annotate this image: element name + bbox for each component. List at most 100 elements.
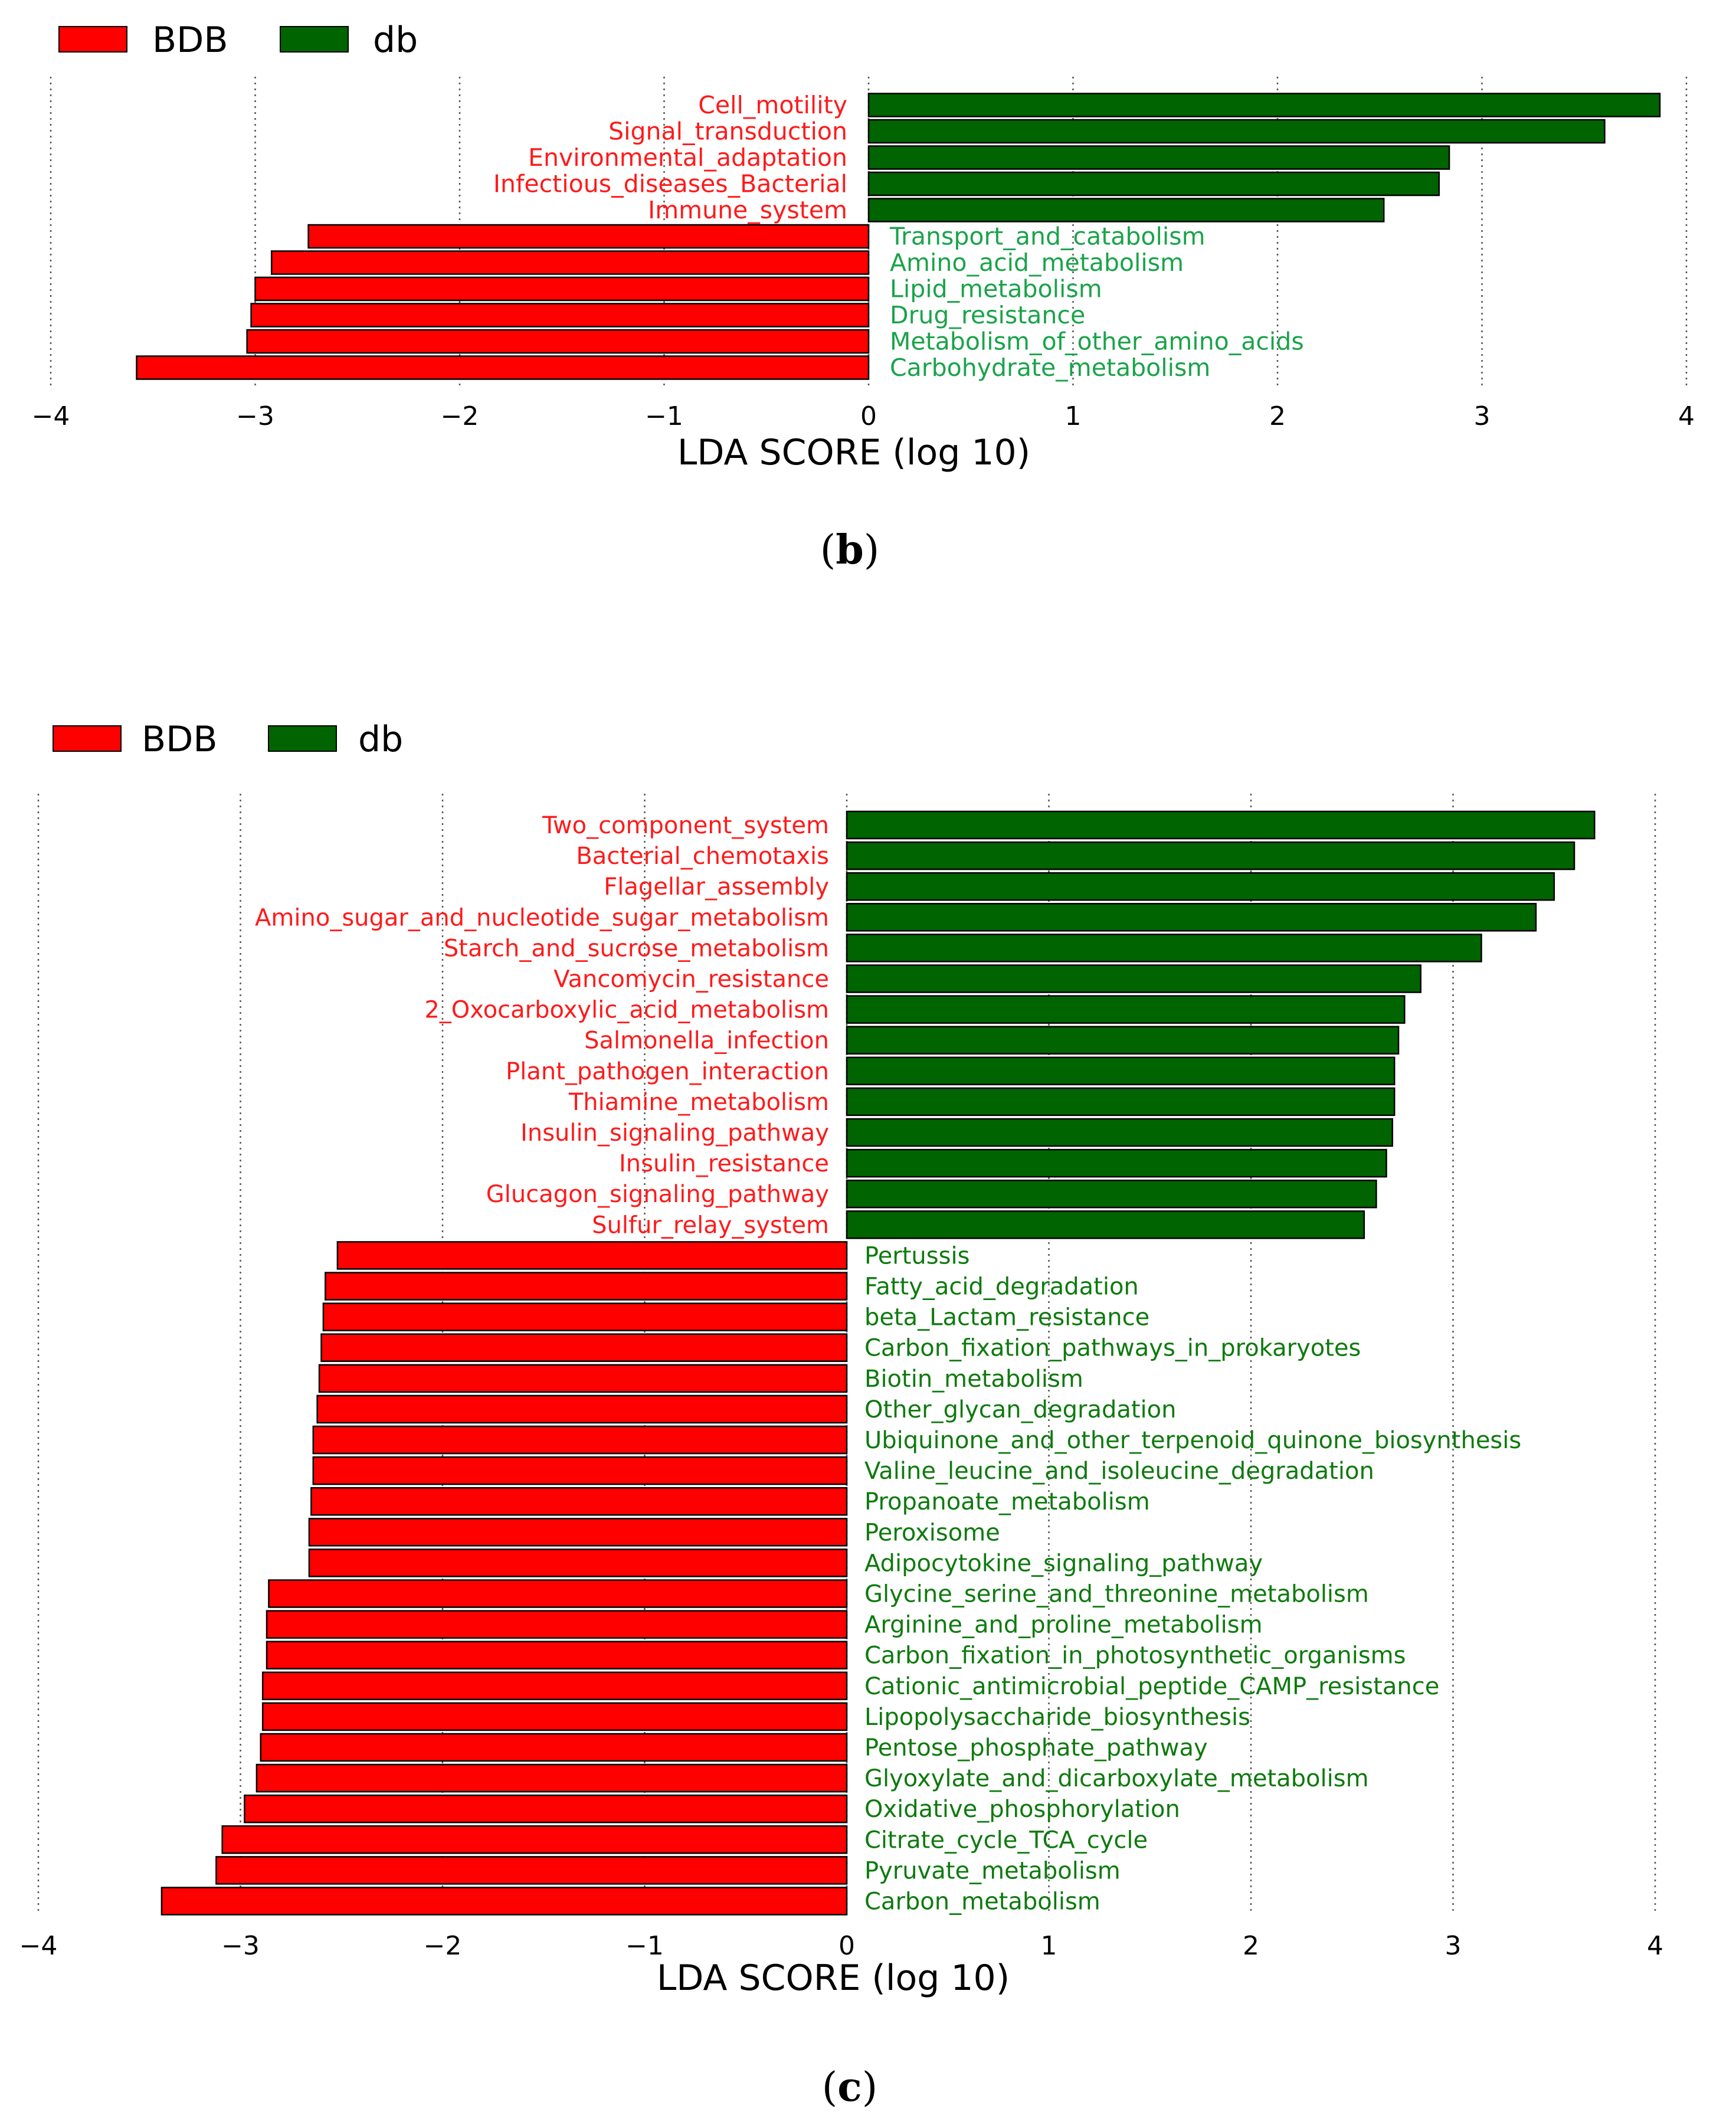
bar-label-c-Thiamine_metabolism: Thiamine_metabolism bbox=[568, 1089, 829, 1116]
bar-c-Insulin_resistance bbox=[846, 1148, 1387, 1178]
bar-label-c-Ubiquinone_and_other_terpenoid_quinone_biosynthesis: Ubiquinone_and_other_terpenoid_quinone_b… bbox=[864, 1427, 1521, 1454]
bar-b-Transport_and_catabolism bbox=[307, 224, 870, 249]
legend-b-bdb-label: BDB bbox=[152, 19, 228, 61]
bar-label-b-Infectious_diseases_Bacterial: Infectious_diseases_Bacterial bbox=[493, 170, 847, 198]
x-axis-title-c: LDA SCORE (log 10) bbox=[657, 1957, 1010, 1999]
bar-label-c-Carbon_fixation_pathways_in_prokaryotes: Carbon_fixation_pathways_in_prokaryotes bbox=[864, 1335, 1361, 1362]
bar-label-c-Plant_pathogen_interaction: Plant_pathogen_interaction bbox=[506, 1058, 829, 1085]
bar-labels-c: Two_component_system Bacterial_chemotaxis… bbox=[255, 812, 1521, 1916]
x-tick-label-c-6: 2 bbox=[1243, 1931, 1259, 1961]
legend-b-db-label: db bbox=[373, 19, 418, 61]
legend-c-bdb-swatch bbox=[53, 725, 122, 752]
bar-label-b-Immune_system: Immune_system bbox=[648, 196, 847, 224]
legend-c-db-label: db bbox=[358, 719, 403, 760]
x-tick-label-c-4: 0 bbox=[838, 1931, 855, 1961]
bar-label-c-Starch_and_sucrose_metabolism: Starch_and_sucrose_metabolism bbox=[444, 935, 829, 962]
bar-label-b-Lipid_metabolism: Lipid_metabolism bbox=[890, 275, 1102, 303]
bar-c-Glucagon_signaling_pathway bbox=[846, 1179, 1377, 1209]
bar-c-Glycine_serine_and_threonine_metabolism bbox=[268, 1579, 848, 1608]
bar-label-b-Cell_motility: Cell_motility bbox=[698, 91, 847, 119]
bar-c-Two_component_system bbox=[846, 810, 1596, 840]
bar-c-Starch_and_sucrose_metabolism bbox=[846, 934, 1482, 962]
bar-label-c-Lipopolysaccharide_biosynthesis: Lipopolysaccharide_biosynthesis bbox=[864, 1704, 1250, 1731]
bar-label-c-Two_component_system: Two_component_system bbox=[542, 812, 829, 839]
bar-c-Biotin_metabolism bbox=[318, 1364, 848, 1393]
bar-b-Infectious_diseases_Bacterial bbox=[867, 171, 1440, 197]
x-tick-label-c-2: −2 bbox=[424, 1931, 462, 1961]
bar-label-c-Insulin_resistance: Insulin_resistance bbox=[619, 1150, 829, 1177]
bar-label-b-Drug_resistance: Drug_resistance bbox=[890, 301, 1085, 329]
bar-c-Plant_pathogen_interaction bbox=[846, 1056, 1396, 1086]
bar-c-Carbon_metabolism bbox=[161, 1887, 848, 1916]
bar-label-b-Amino_acid_metabolism: Amino_acid_metabolism bbox=[890, 248, 1184, 277]
bar-c-Flagellar_assembly bbox=[846, 872, 1555, 901]
bar-label-c-Amino_sugar_and_nucleotide_sugar_metabolism: Amino_sugar_and_nucleotide_sugar_metabol… bbox=[255, 904, 829, 931]
bar-label-c-Citrate_cycle_TCA_cycle: Citrate_cycle_TCA_cycle bbox=[864, 1826, 1148, 1854]
bar-b-Amino_acid_metabolism bbox=[270, 250, 870, 275]
bar-label-c-Flagellar_assembly: Flagellar_assembly bbox=[604, 873, 829, 901]
panel-label-b: (b) bbox=[820, 526, 880, 574]
bar-label-b-Environmental_adaptation: Environmental_adaptation bbox=[528, 143, 847, 172]
bar-c-Adipocytokine_signaling_pathway bbox=[308, 1548, 848, 1577]
bar-c-Glyoxylate_and_dicarboxylate_metabolism bbox=[256, 1763, 848, 1793]
bar-label-c-Glyoxylate_and_dicarboxylate_metabolism: Glyoxylate_and_dicarboxylate_metabolism bbox=[864, 1765, 1369, 1792]
bar-c-Sulfur_relay_system bbox=[846, 1210, 1365, 1239]
bar-c-beta_Lactam_resistance bbox=[322, 1302, 848, 1331]
bars-b bbox=[136, 93, 1661, 380]
x-tick-label-b-8: 4 bbox=[1678, 401, 1695, 431]
bar-label-c-Insulin_signaling_pathway: Insulin_signaling_pathway bbox=[520, 1119, 829, 1147]
panel-label-c: (c) bbox=[822, 2064, 877, 2111]
x-axis-ticks-b: −4 −3 −2 −1 0 1 2 3 4 bbox=[32, 401, 1695, 431]
bar-label-c-Pertussis: Pertussis bbox=[864, 1242, 969, 1269]
bar-c-Peroxisome bbox=[308, 1518, 848, 1547]
bar-c-Citrate_cycle_TCA_cycle bbox=[221, 1825, 848, 1854]
bar-label-b-Transport_and_catabolism: Transport_and_catabolism bbox=[889, 222, 1206, 251]
bar-label-c-Propanoate_metabolism: Propanoate_metabolism bbox=[864, 1488, 1150, 1515]
bar-c-Ubiquinone_and_other_terpenoid_quinone_biosynthesis bbox=[312, 1425, 848, 1455]
bar-c-Thiamine_metabolism bbox=[846, 1087, 1396, 1117]
bar-label-c-Glycine_serine_and_threonine_metabolism: Glycine_serine_and_threonine_metabolism bbox=[864, 1581, 1369, 1608]
x-tick-label-b-5: 1 bbox=[1065, 401, 1082, 431]
bar-b-Drug_resistance bbox=[250, 303, 870, 328]
bar-c-Carbon_fixation_pathways_in_prokaryotes bbox=[320, 1333, 848, 1362]
x-tick-label-b-4: 0 bbox=[860, 401, 877, 431]
bar-b-Environmental_adaptation bbox=[867, 145, 1450, 170]
bar-label-c-Oxidative_phosphorylation: Oxidative_phosphorylation bbox=[864, 1796, 1180, 1823]
bar-b-Immune_system bbox=[867, 198, 1385, 222]
bar-label-c-Fatty_acid_degradation: Fatty_acid_degradation bbox=[864, 1273, 1139, 1301]
x-tick-label-c-1: −3 bbox=[221, 1931, 260, 1961]
x-axis-title-b: LDA SCORE (log 10) bbox=[677, 432, 1030, 473]
bar-c-2_Oxocarboxylic_acid_metabolism bbox=[846, 995, 1406, 1024]
bar-c-Salmonella_infection bbox=[846, 1026, 1400, 1055]
bar-label-c-Sulfur_relay_system: Sulfur_relay_system bbox=[592, 1212, 829, 1239]
bar-label-b-Carbohydrate_metabolism: Carbohydrate_metabolism bbox=[890, 353, 1210, 382]
x-tick-label-b-3: −1 bbox=[645, 401, 683, 431]
panel-b-chart: BDB db Cell_motilitySignal_transductionE… bbox=[32, 19, 1695, 574]
bar-c-Pentose_phosphate_pathway bbox=[260, 1733, 848, 1762]
bar-b-Lipid_metabolism bbox=[254, 276, 870, 302]
bar-c-Pertussis bbox=[336, 1241, 848, 1270]
x-tick-label-c-5: 1 bbox=[1041, 1931, 1057, 1961]
bar-c-Oxidative_phosphorylation bbox=[244, 1794, 848, 1823]
x-tick-label-c-3: −1 bbox=[625, 1931, 664, 1961]
x-tick-label-c-0: −4 bbox=[19, 1931, 58, 1961]
bar-label-c-Valine_leucine_and_isoleucine_degradation: Valine_leucine_and_isoleucine_degradatio… bbox=[864, 1458, 1374, 1485]
bar-c-Lipopolysaccharide_biosynthesis bbox=[261, 1702, 848, 1731]
bar-c-Amino_sugar_and_nucleotide_sugar_metabolism bbox=[846, 903, 1537, 932]
legend-c-db-swatch bbox=[268, 725, 337, 752]
bar-label-b-Metabolism_of_other_amino_acids: Metabolism_of_other_amino_acids bbox=[890, 328, 1304, 356]
bar-b-Cell_motility bbox=[867, 93, 1661, 117]
bar-labels-b: Cell_motilitySignal_transductionEnvironm… bbox=[493, 91, 1304, 382]
x-tick-label-b-0: −4 bbox=[32, 401, 70, 431]
bar-label-c-Adipocytokine_signaling_pathway: Adipocytokine_signaling_pathway bbox=[864, 1550, 1263, 1577]
bar-b-Metabolism_of_other_amino_acids bbox=[246, 329, 870, 354]
bar-label-c-Carbon_metabolism: Carbon_metabolism bbox=[864, 1888, 1100, 1916]
bar-label-c-Vancomycin_resistance: Vancomycin_resistance bbox=[553, 966, 829, 993]
x-tick-label-c-8: 4 bbox=[1647, 1931, 1663, 1961]
legend-b-db-swatch bbox=[280, 26, 349, 53]
bar-c-Propanoate_metabolism bbox=[310, 1487, 848, 1516]
bar-label-c-Carbon_fixation_in_photosynthetic_organisms: Carbon_fixation_in_photosynthetic_organi… bbox=[864, 1642, 1406, 1669]
x-tick-label-c-7: 3 bbox=[1445, 1931, 1462, 1961]
bars-c bbox=[161, 810, 1596, 1916]
